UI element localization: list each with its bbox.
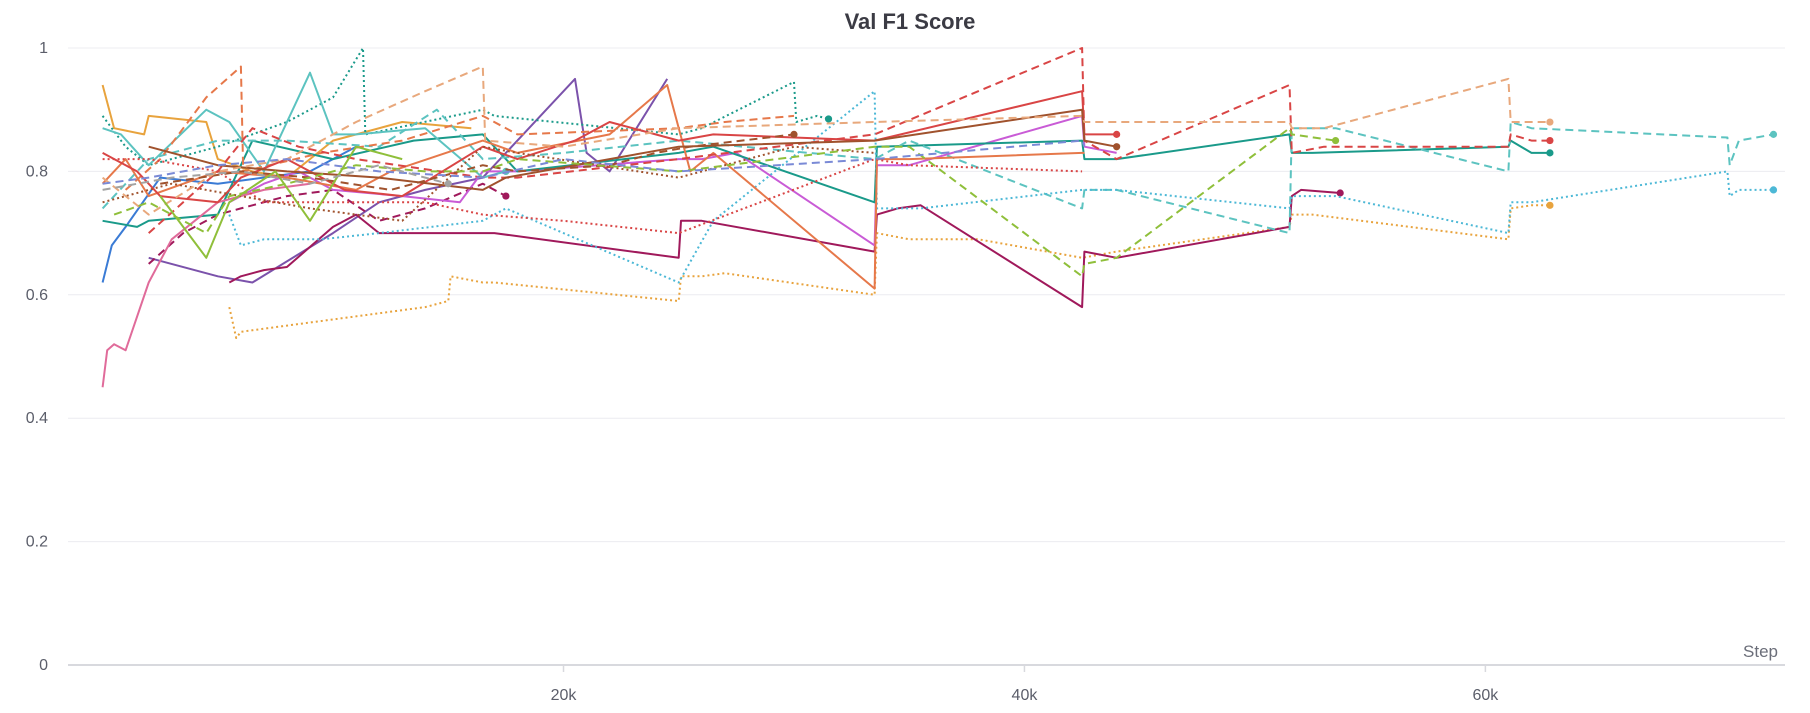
series-line-22: [101, 65, 1550, 216]
series-end-point-6: [502, 192, 510, 200]
series-line-2: [228, 204, 1550, 339]
series-end-point-23: [1331, 136, 1340, 145]
series-end-point-11: [1769, 130, 1778, 138]
series-line-20: [160, 133, 795, 191]
series-end-point-20: [790, 130, 798, 138]
series-line-8: [102, 133, 1550, 228]
series-line-24: [159, 145, 403, 259]
x-tick-label: 60k: [1472, 687, 1499, 704]
series-line-12: [228, 90, 1774, 284]
y-tick-label: 1: [39, 40, 48, 57]
x-tick-label: 20k: [551, 687, 578, 704]
series-line-13: [101, 182, 311, 388]
series-line-4: [148, 77, 669, 284]
y-tick-label: 0.6: [26, 287, 48, 304]
series-end-point-2: [1546, 201, 1554, 209]
chart-title: Val F1 Score: [845, 9, 976, 34]
series-line-25: [102, 139, 1086, 185]
series-line-5: [228, 188, 1341, 309]
series-line-21: [102, 145, 875, 222]
series-line-6: [148, 182, 507, 265]
series-line-23: [113, 127, 1336, 278]
series-end-point-16: [1113, 130, 1121, 138]
x-tick-label: 40k: [1012, 687, 1039, 704]
series-line-14: [101, 84, 1085, 290]
series-end-point-22: [1546, 118, 1554, 126]
series-layer: [101, 47, 1778, 388]
y-tick-label: 0.4: [26, 410, 48, 427]
series-line-16: [102, 90, 1117, 204]
axis-layer: 0 0.2 0.4 0.6 0.8 1 20k 40k 60k: [26, 40, 1785, 704]
series-line-7: [228, 114, 1117, 247]
y-tick-label: 0.8: [26, 163, 48, 180]
x-axis-label: Step: [1743, 642, 1778, 661]
series-line-17: [148, 47, 1550, 234]
series-end-point-19: [1113, 143, 1121, 151]
y-tick-label: 0.2: [26, 534, 48, 551]
series-line-19: [148, 108, 1117, 191]
series-end-point-5: [1336, 189, 1344, 197]
series-line-26: [102, 164, 449, 191]
series-end-point-26: [444, 180, 452, 188]
series-end-point-9: [824, 115, 833, 123]
series-end-point-8: [1546, 149, 1554, 157]
grid-layer: [68, 47, 1785, 543]
y-tick-label: 0: [39, 657, 48, 674]
series-end-point-12: [1769, 186, 1778, 194]
series-end-point-17: [1546, 136, 1554, 145]
series-line-9: [101, 47, 829, 167]
